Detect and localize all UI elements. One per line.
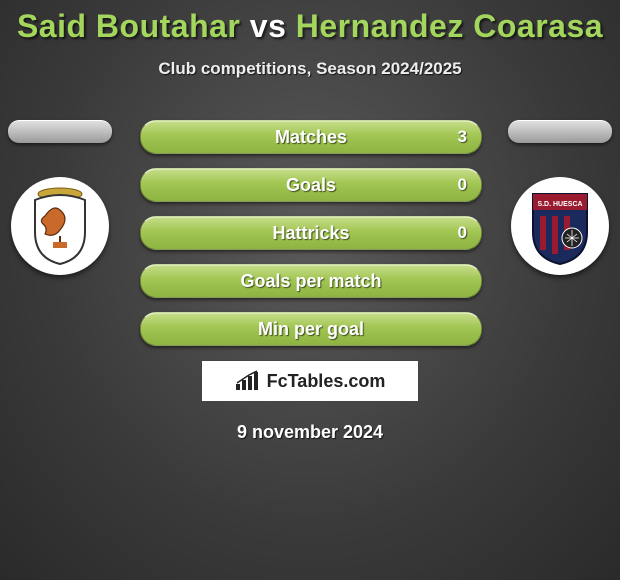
branding-badge: FcTables.com bbox=[201, 360, 419, 402]
player1-name: Said Boutahar bbox=[17, 8, 240, 44]
competition-subtitle: Club competitions, Season 2024/2025 bbox=[0, 59, 620, 79]
left-club-badge bbox=[11, 177, 109, 275]
zaragoza-crest-icon bbox=[25, 186, 95, 266]
right-player-column: S.D. HUESCA bbox=[500, 120, 620, 275]
right-mini-bar bbox=[508, 120, 612, 143]
stat-row-goals-per-match: Goals per match bbox=[140, 264, 482, 298]
player2-name: Hernandez Coarasa bbox=[296, 8, 603, 44]
stat-row-matches: Matches 3 bbox=[140, 120, 482, 154]
stat-label: Hattricks bbox=[141, 217, 481, 249]
left-mini-bar bbox=[8, 120, 112, 143]
stat-row-min-per-goal: Min per goal bbox=[140, 312, 482, 346]
vs-text: vs bbox=[250, 8, 287, 44]
huesca-crest-icon: S.D. HUESCA bbox=[525, 186, 595, 266]
stat-label: Goals per match bbox=[141, 265, 481, 297]
stat-row-hattricks: Hattricks 0 bbox=[140, 216, 482, 250]
stat-label: Min per goal bbox=[141, 313, 481, 345]
stat-right-value: 0 bbox=[458, 169, 467, 201]
stat-right-value: 3 bbox=[458, 121, 467, 153]
comparison-title: Said Boutahar vs Hernandez Coarasa bbox=[0, 0, 620, 45]
comparison-card: Said Boutahar vs Hernandez Coarasa Club … bbox=[0, 0, 620, 580]
stat-right-value: 0 bbox=[458, 217, 467, 249]
stats-panel: Matches 3 Goals 0 Hattricks 0 Goals per … bbox=[140, 120, 480, 443]
stat-label: Matches bbox=[141, 121, 481, 153]
right-club-badge: S.D. HUESCA bbox=[511, 177, 609, 275]
fctables-logo-icon bbox=[235, 370, 261, 392]
stat-label: Goals bbox=[141, 169, 481, 201]
svg-text:S.D. HUESCA: S.D. HUESCA bbox=[537, 201, 582, 208]
branding-text: FcTables.com bbox=[267, 371, 386, 392]
left-player-column bbox=[0, 120, 120, 275]
snapshot-date: 9 november 2024 bbox=[140, 422, 480, 443]
stat-row-goals: Goals 0 bbox=[140, 168, 482, 202]
